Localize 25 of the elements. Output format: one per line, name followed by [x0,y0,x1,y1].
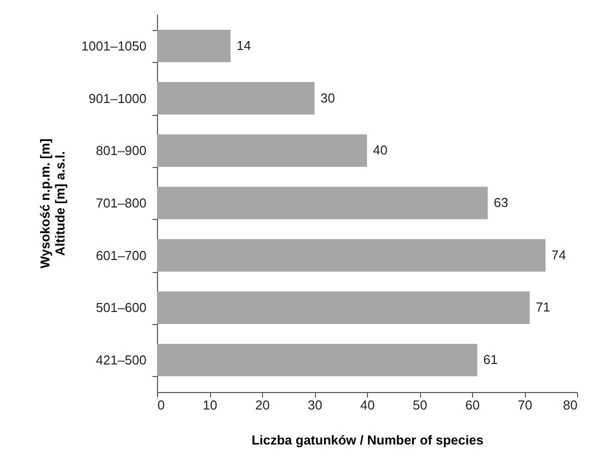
x-tick-label: 10 [202,398,218,412]
y-tick-label: 601–700 [96,248,146,263]
data-label: 30 [320,90,335,106]
y-axis-title: Wysokość n.p.m. [m] Altitude [m] a.s.l. [37,138,68,268]
x-tick-label: 40 [360,398,375,412]
x-tick-label: 30 [308,398,322,412]
data-label: 61 [483,352,498,368]
x-tick-label: 80 [563,398,578,412]
y-tick-label: 901–1000 [88,90,146,106]
y-tick-label: 1001–1050 [81,38,146,54]
y-tick-label: 801–900 [96,143,146,158]
x-tick-label: 60 [465,398,480,412]
x-axis-title: Liczba gatunków / Number of species [252,432,484,448]
data-label: 63 [494,195,508,210]
y-tick-label: 701–800 [96,196,146,210]
y-tick-label: 421–500 [96,352,146,368]
data-label: 40 [373,142,388,158]
data-label: 14 [236,38,251,53]
x-tick-label: 50 [412,398,428,412]
data-label: 71 [536,300,550,315]
x-tick-label: 20 [255,398,270,412]
y-tick-label: 501–600 [96,300,146,316]
x-tick-label: 0 [158,398,165,412]
data-label: 74 [552,247,566,262]
x-tick-label: 70 [518,398,532,412]
